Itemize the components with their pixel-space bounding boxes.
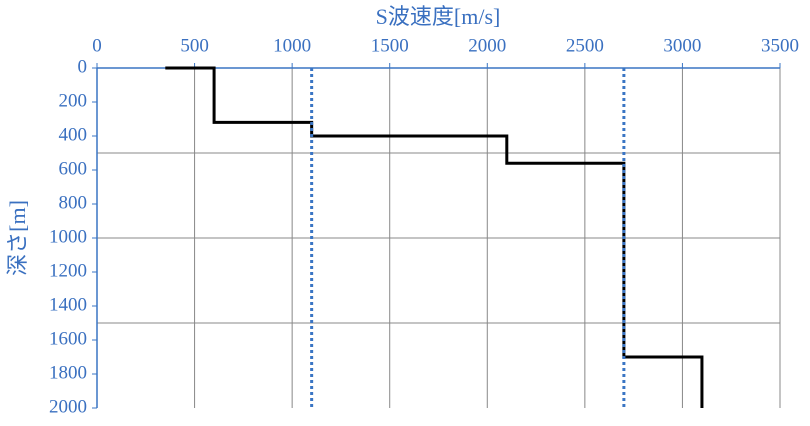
y-tick-label: 800: [59, 192, 88, 213]
y-tick-label: 0: [78, 56, 88, 77]
y-tick-label: 600: [59, 158, 88, 179]
y-tick-label: 400: [59, 124, 88, 145]
y-tick-label: 200: [59, 90, 88, 111]
x-axis-title: S波速度[m/s]: [376, 4, 501, 29]
x-tick-label: 500: [180, 35, 209, 56]
y-tick-label: 1400: [49, 294, 87, 315]
y-tick-label: 1200: [49, 260, 87, 281]
x-tick-label: 2000: [468, 35, 506, 56]
x-tick-label: 2500: [566, 35, 604, 56]
x-tick-label: 1000: [273, 35, 311, 56]
x-tick-label: 3000: [663, 35, 701, 56]
y-tick-label: 1000: [49, 226, 87, 247]
data-line: [165, 66, 704, 408]
x-tick-label: 0: [92, 35, 102, 56]
x-tick-label: 3500: [761, 35, 799, 56]
x-tick-label: 1500: [371, 35, 409, 56]
y-tick-label: 1800: [49, 362, 87, 383]
y-tick-label: 1600: [49, 328, 87, 349]
y-axis-title: 深さ[m]: [5, 200, 30, 276]
y-tick-label: 2000: [49, 396, 87, 417]
